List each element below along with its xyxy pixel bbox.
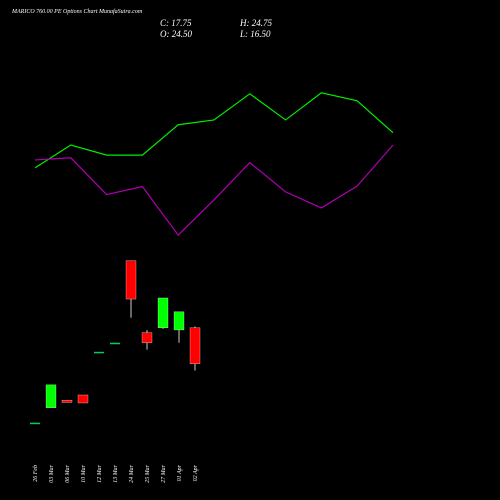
x-tick-label: 10 Mar [81, 464, 87, 482]
ohlc-label: C: 17.75 [160, 18, 192, 28]
indicator-line [34, 92, 394, 169]
x-tick-label: 25 Mar [145, 464, 151, 482]
ohlc-label: O: 24.50 [160, 29, 192, 39]
candle-body [110, 342, 120, 345]
x-tick-label: 27 Mar [161, 464, 167, 482]
ohlc-label: H: 24.75 [239, 18, 272, 28]
candle-body [141, 332, 153, 343]
candle-body [77, 394, 89, 404]
candle-body [173, 311, 185, 331]
candle-body [125, 260, 137, 300]
chart-title: MARICO 760.00 PE Options Chart MunafaSut… [11, 8, 143, 15]
indicator-line [34, 144, 394, 236]
candle-body [189, 327, 201, 364]
x-tick-label: 24 Mar [128, 464, 135, 482]
x-tick-label: 26 Feb [33, 465, 39, 482]
x-tick-label: 03 Mar [49, 464, 55, 482]
ohlc-label: L: 16.50 [239, 29, 271, 39]
candle-body [45, 384, 57, 408]
candle-body [157, 297, 169, 328]
x-tick-label: 12 Mar [97, 464, 103, 482]
x-tick-label: 01 Apr [177, 464, 183, 481]
x-tick-label: 06 Mar [65, 464, 71, 482]
candle-body [30, 422, 40, 425]
x-tick-label: 02 Apr [193, 464, 199, 481]
candle-body [94, 351, 104, 354]
x-tick-label: 13 Mar [113, 464, 119, 482]
candle-body [61, 400, 73, 403]
